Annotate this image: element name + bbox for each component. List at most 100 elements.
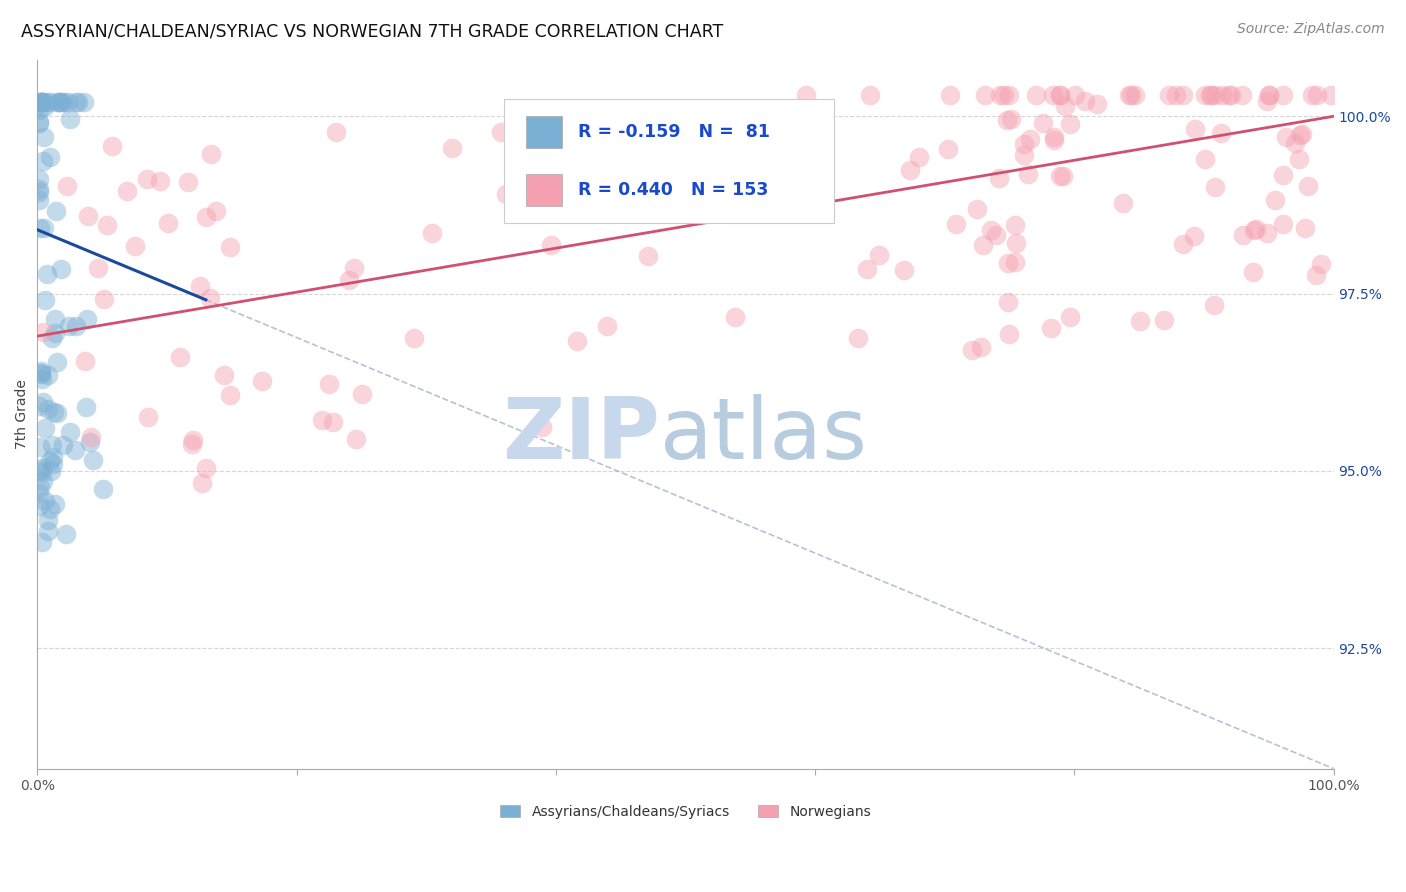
Point [53, 95, 76, 110]
Point [1032, 116, 1054, 130]
Point [1042, 88, 1064, 103]
Point [45, 203, 67, 218]
Point [962, 343, 984, 357]
Point [1257, 88, 1279, 103]
Point [998, 327, 1021, 342]
Point [44, 311, 66, 326]
Point [39, 502, 62, 516]
Point [1272, 169, 1295, 183]
Point [1198, 88, 1220, 103]
Text: R = 0.440   N = 153: R = 0.440 N = 153 [578, 181, 768, 200]
Point [938, 142, 960, 156]
Point [984, 227, 1007, 242]
Point [1184, 122, 1206, 136]
Point [1301, 88, 1323, 103]
Point [318, 376, 340, 391]
Point [44, 497, 66, 511]
Point [322, 416, 344, 430]
Point [1059, 310, 1081, 324]
Point [1012, 147, 1035, 161]
Point [30, 366, 52, 380]
Text: atlas: atlas [659, 394, 868, 477]
Point [1320, 88, 1343, 103]
Point [31, 466, 53, 480]
Point [195, 460, 218, 475]
Point [1153, 313, 1175, 327]
Point [1298, 178, 1320, 193]
Point [190, 278, 212, 293]
Point [1271, 88, 1294, 103]
Point [32, 395, 55, 409]
Point [856, 261, 879, 276]
Point [1004, 218, 1026, 232]
Point [966, 202, 988, 216]
Point [37, 512, 59, 526]
Point [27, 500, 49, 514]
Point [1288, 152, 1310, 166]
Point [1306, 88, 1329, 103]
Point [181, 436, 204, 450]
Point [41, 331, 63, 345]
Point [1244, 222, 1267, 236]
Point [1275, 129, 1298, 144]
Point [973, 88, 995, 103]
Point [1121, 88, 1143, 103]
Point [402, 331, 425, 345]
Point [1211, 127, 1233, 141]
Point [1059, 117, 1081, 131]
Point [72, 95, 94, 110]
Point [101, 139, 124, 153]
Point [39, 95, 62, 110]
Point [565, 334, 588, 348]
Point [45, 355, 67, 369]
Point [191, 476, 214, 491]
Point [28, 220, 51, 235]
Point [1004, 254, 1026, 268]
Point [35, 267, 58, 281]
Point [32, 100, 55, 114]
Point [939, 88, 962, 103]
Y-axis label: 7th Grade: 7th Grade [15, 379, 30, 449]
Point [1232, 227, 1254, 242]
Point [945, 217, 967, 231]
Point [495, 186, 517, 201]
Point [48, 95, 70, 110]
Point [1256, 94, 1278, 108]
Point [34, 293, 56, 307]
Point [1182, 229, 1205, 244]
Point [27, 486, 49, 500]
Point [27, 399, 49, 413]
Point [998, 88, 1021, 103]
Point [995, 112, 1018, 127]
Point [41, 438, 63, 452]
FancyBboxPatch shape [503, 99, 835, 223]
Point [205, 204, 228, 219]
Point [55, 527, 77, 541]
Point [65, 319, 87, 334]
Point [34, 421, 56, 435]
Point [993, 88, 1015, 103]
Point [1049, 169, 1071, 183]
Point [1288, 128, 1310, 142]
Point [169, 350, 191, 364]
Bar [526, 175, 562, 206]
Point [200, 291, 222, 305]
Point [1004, 236, 1026, 251]
Point [1194, 88, 1216, 103]
Point [31, 535, 53, 549]
Point [1218, 88, 1240, 103]
Point [724, 310, 747, 325]
Point [65, 95, 87, 110]
Point [1049, 88, 1071, 103]
Point [980, 223, 1002, 237]
Point [1000, 112, 1022, 127]
Point [770, 140, 793, 154]
Point [1063, 88, 1085, 103]
Point [96, 218, 118, 232]
Point [30, 364, 52, 378]
Point [149, 173, 172, 187]
Point [42, 405, 65, 419]
Point [87, 261, 110, 276]
Point [44, 326, 66, 340]
Point [1159, 88, 1181, 103]
